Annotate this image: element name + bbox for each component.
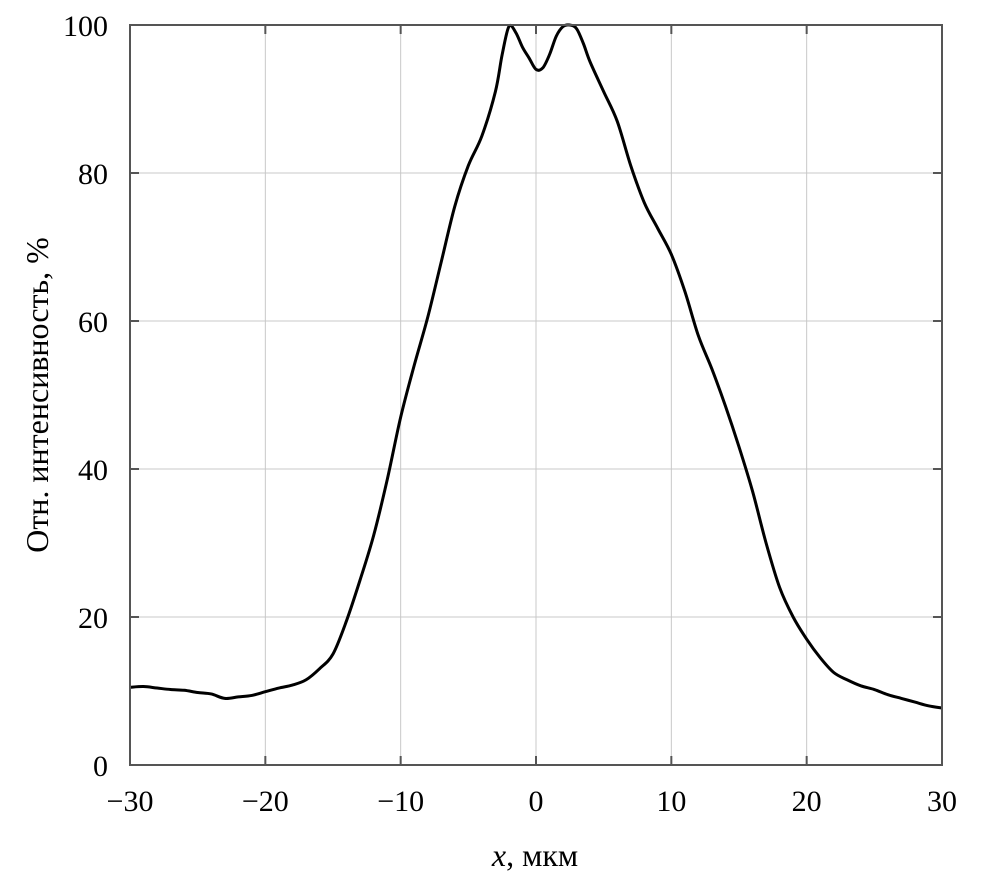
x-tick-label: 30 [927, 785, 957, 818]
y-tick-labels: 0 20 40 60 80 100 [63, 10, 108, 783]
y-tick-label: 100 [63, 10, 108, 43]
x-tick-label: −30 [107, 785, 154, 818]
x-axis-label: x, мкм [491, 837, 578, 873]
y-tick-label: 40 [78, 454, 108, 487]
y-tick-label: 0 [93, 750, 108, 783]
x-tick-label: 0 [529, 785, 544, 818]
x-tick-label: −10 [377, 785, 424, 818]
y-tick-label: 80 [78, 158, 108, 191]
y-tick-label: 60 [78, 306, 108, 339]
series-line-group [129, 23, 943, 710]
x-axis-variable: x [491, 837, 506, 873]
y-tick-label: 20 [78, 602, 108, 635]
x-tick-label: 10 [656, 785, 686, 818]
ticks [129, 24, 943, 766]
series-line [129, 23, 943, 710]
x-axis-unit: , мкм [506, 837, 578, 873]
grid [129, 24, 943, 766]
x-tick-label: −20 [242, 785, 289, 818]
x-tick-labels: −30 −20 −10 0 10 20 30 [107, 785, 957, 818]
y-axis-label: Отн. интенсивность, % [19, 237, 55, 553]
x-tick-label: 20 [792, 785, 822, 818]
